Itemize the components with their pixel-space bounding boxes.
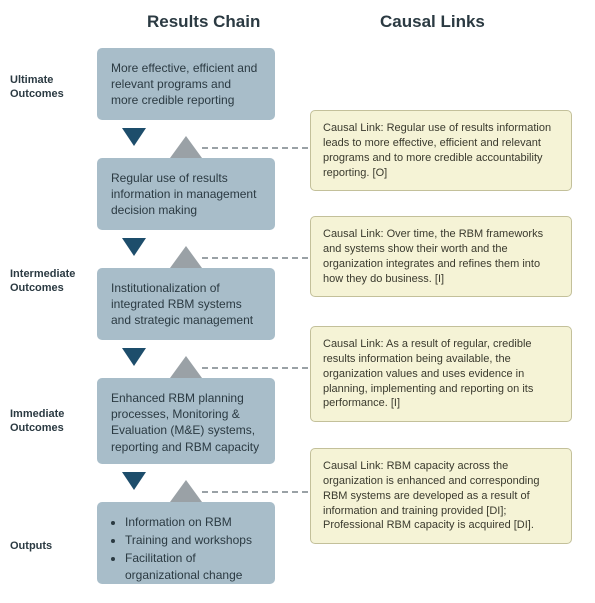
chain-box-ultimate: More effective, efficient and relevant p… xyxy=(97,48,275,120)
chain-box-enhanced-rbm: Enhanced RBM planning processes, Monitor… xyxy=(97,378,275,464)
causal-text-2: Causal Link: Over time, the RBM framewor… xyxy=(323,228,543,285)
header-results-chain: Results Chain xyxy=(147,12,260,32)
down-arrow-3 xyxy=(122,348,146,366)
chain-box-institutionalization: Institutionalization of integrated RBM s… xyxy=(97,268,275,340)
output-item-2: Training and workshops xyxy=(125,532,261,548)
label-ultimate-outcomes: Ultimate Outcomes xyxy=(10,74,64,102)
dash-3 xyxy=(202,367,308,369)
down-arrow-1 xyxy=(122,128,146,146)
chain-text-regular-use: Regular use of results information in ma… xyxy=(111,171,256,217)
up-arrow-4 xyxy=(170,480,202,502)
label-immediate-outcomes: Immediate Outcomes xyxy=(10,408,64,436)
chain-box-regular-use: Regular use of results information in ma… xyxy=(97,158,275,230)
causal-text-3: Causal Link: As a result of regular, cre… xyxy=(323,338,533,409)
chain-text-institutionalization: Institutionalization of integrated RBM s… xyxy=(111,281,253,327)
causal-text-4: Causal Link: RBM capacity across the org… xyxy=(323,460,540,531)
chain-box-outputs: Information on RBM Training and workshop… xyxy=(97,502,275,584)
dash-4 xyxy=(202,491,308,493)
label-outputs: Outputs xyxy=(10,540,52,554)
down-arrow-2 xyxy=(122,238,146,256)
output-item-1: Information on RBM xyxy=(125,514,261,530)
outputs-list: Information on RBM Training and workshop… xyxy=(111,514,261,583)
dash-1 xyxy=(202,147,308,149)
causal-box-4: Causal Link: RBM capacity across the org… xyxy=(310,448,572,544)
causal-box-1: Causal Link: Regular use of results info… xyxy=(310,110,572,191)
chain-text-enhanced-rbm: Enhanced RBM planning processes, Monitor… xyxy=(111,391,259,454)
down-arrow-4 xyxy=(122,472,146,490)
header-causal-links: Causal Links xyxy=(380,12,485,32)
up-arrow-1 xyxy=(170,136,202,158)
causal-box-2: Causal Link: Over time, the RBM framewor… xyxy=(310,216,572,297)
causal-text-1: Causal Link: Regular use of results info… xyxy=(323,122,551,179)
label-intermediate-outcomes: Intermediate Outcomes xyxy=(10,268,75,296)
up-arrow-3 xyxy=(170,356,202,378)
chain-text-ultimate: More effective, efficient and relevant p… xyxy=(111,61,257,107)
up-arrow-2 xyxy=(170,246,202,268)
output-item-3: Facilitation of organizational change xyxy=(125,550,261,582)
dash-2 xyxy=(202,257,308,259)
causal-box-3: Causal Link: As a result of regular, cre… xyxy=(310,326,572,422)
